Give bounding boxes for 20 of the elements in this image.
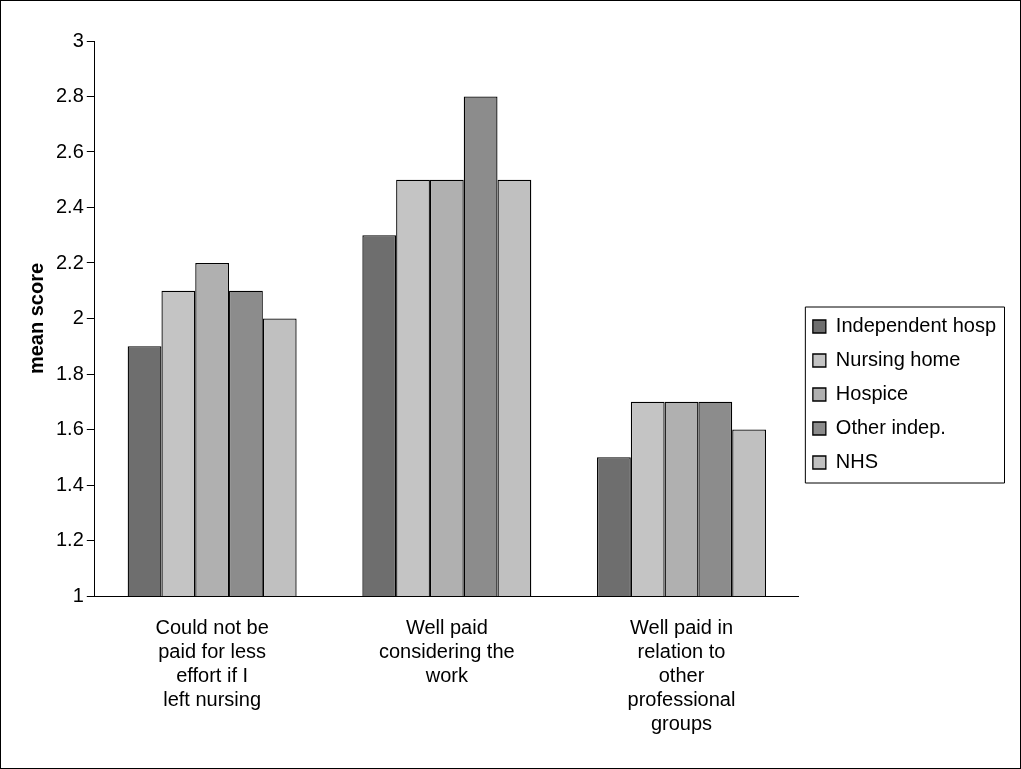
y-tick-label: 1.2 (55, 528, 84, 551)
y-tick-label: 1.8 (55, 361, 84, 384)
y-tick-label: 2.4 (55, 195, 84, 218)
y-axis-title: mean score (24, 262, 47, 375)
legend-label: Independent hosp (835, 314, 997, 337)
y-tick-label: 1 (72, 583, 84, 606)
y-tick-label: 3 (72, 28, 84, 51)
legend-label: NHS (835, 450, 879, 473)
y-tick-label: 2.6 (55, 139, 84, 162)
x-tick-label: Well paid in relation to other professional groups (627, 615, 736, 734)
y-tick-label: 1.4 (55, 472, 84, 495)
y-tick-label: 2 (72, 306, 84, 329)
legend-label: Nursing home (835, 348, 961, 371)
x-tick-label: Well paid considering the work (379, 615, 515, 686)
legend-label: Other indep. (835, 416, 946, 439)
x-tick-label: Could not be paid for less effort if I left nursing (155, 615, 269, 710)
y-tick-label: 2.8 (55, 84, 84, 107)
y-tick-label: 2.2 (55, 250, 84, 273)
y-tick-label: 1.6 (55, 417, 84, 440)
legend-label: Hospice (835, 382, 909, 405)
